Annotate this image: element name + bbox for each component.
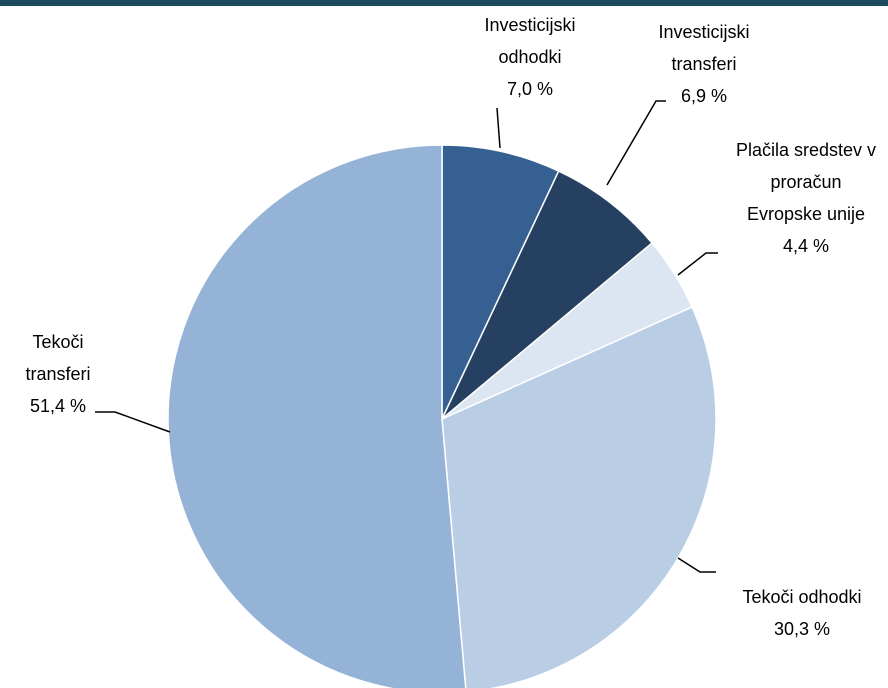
label-name: Tekoči transferi [25, 332, 91, 384]
slice-label: Investicijski transferi 6,9 % [639, 16, 769, 112]
label-value: 7,0 % [506, 79, 554, 99]
leader-line [677, 252, 718, 276]
slice-label: Plačila sredstev v proračun Evropske uni… [733, 134, 879, 262]
leader-line [95, 411, 171, 433]
leader-line [677, 557, 716, 573]
label-name: Tekoči odhodki [742, 587, 862, 607]
label-value: 51,4 % [29, 396, 87, 416]
leader-line [606, 100, 666, 186]
pie-slice [441, 144, 560, 420]
leader-line [496, 107, 501, 149]
slice-label: Tekoči odhodki 30,3 % [702, 581, 888, 645]
label-value: 6,9 % [680, 86, 728, 106]
label-name: Investicijski odhodki [484, 15, 576, 67]
pie-slice [167, 144, 467, 688]
slice-label: Tekoči transferi 51,4 % [8, 326, 108, 422]
label-name: Investicijski transferi [658, 22, 750, 74]
label-value: 4,4 % [782, 236, 830, 256]
label-value: 30,3 % [773, 619, 831, 639]
label-name: Plačila sredstev v proračun Evropske uni… [735, 140, 877, 224]
slice-label: Investicijski odhodki 7,0 % [465, 9, 595, 105]
top-bar [0, 0, 888, 6]
pie-slice [441, 170, 654, 420]
